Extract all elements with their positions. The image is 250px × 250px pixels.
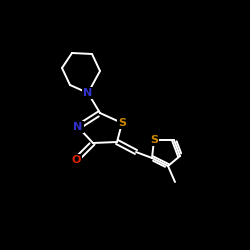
Text: S: S — [118, 118, 126, 128]
Text: O: O — [71, 155, 81, 165]
Text: N: N — [74, 122, 82, 132]
Text: N: N — [84, 88, 92, 98]
Text: S: S — [150, 135, 158, 145]
